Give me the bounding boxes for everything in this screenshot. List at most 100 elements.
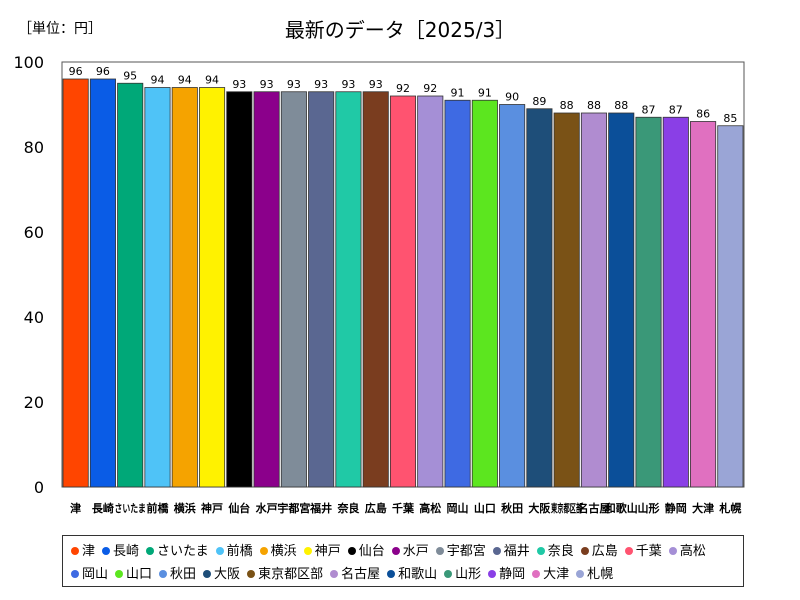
legend-label: 前橋 <box>226 544 253 559</box>
legend-marker <box>215 546 224 555</box>
legend-marker <box>102 546 111 555</box>
legend-item: 奈良 <box>536 541 574 563</box>
data-label: 96 <box>69 65 83 78</box>
legend-item: 札幌 <box>576 564 613 586</box>
legend-item: 岡山 <box>71 564 108 586</box>
legend-item: 横浜 <box>259 541 297 563</box>
bar-福井 <box>308 91 335 488</box>
data-label: 87 <box>642 103 656 116</box>
legend-label: 神戸 <box>314 544 341 559</box>
legend-item: 長崎 <box>102 541 139 563</box>
data-label: 93 <box>369 78 383 91</box>
x-tick-label: 仙台 <box>228 501 250 515</box>
bar-前橋 <box>144 87 171 488</box>
chart-legend: 津 長崎 さいたま 前橋 横浜 神戸 仙台 水戸 宇都宮 福井 奈良 広島 千葉 高松岡山 山口 秋田 大阪 東京… <box>62 535 744 587</box>
bar-大阪 <box>526 108 553 488</box>
legend-label: 広島 <box>591 544 618 559</box>
legend-label: 津 <box>82 544 96 559</box>
legend-marker <box>536 546 545 555</box>
x-tick-label: 山形 <box>638 501 660 515</box>
data-label: 95 <box>123 69 137 82</box>
legend-item: 福井 <box>492 541 530 563</box>
data-label: 93 <box>341 78 355 91</box>
y-tick-label: 40 <box>24 308 44 327</box>
legend-marker <box>115 569 124 578</box>
data-label: 93 <box>287 78 301 91</box>
bar-仙台 <box>226 91 253 488</box>
data-label: 85 <box>723 112 737 125</box>
bar-札幌 <box>717 125 744 488</box>
legend-marker <box>71 569 79 578</box>
bar-秋田 <box>499 104 526 488</box>
y-tick-label: 100 <box>13 53 44 72</box>
bar-さいたま <box>117 82 144 488</box>
bar-奈良 <box>335 91 362 488</box>
legend-item: 水戸 <box>391 541 429 563</box>
legend-marker <box>146 546 155 555</box>
data-label: 92 <box>396 82 410 95</box>
bar-岡山 <box>444 99 471 488</box>
x-tick-label: 名古屋 <box>577 501 610 515</box>
legend-label: 東京都区部 <box>258 567 324 582</box>
x-tick-label: 福井 <box>309 501 332 515</box>
legend-item: 静岡 <box>488 564 525 586</box>
bar-宇都宮 <box>280 91 307 488</box>
legend-marker <box>624 546 633 555</box>
data-label: 88 <box>614 99 628 112</box>
legend-label: 宇都宮 <box>446 544 486 559</box>
data-label: 90 <box>505 91 519 104</box>
data-label: 88 <box>560 99 574 112</box>
x-tick-label: 大津 <box>692 501 714 515</box>
legend-item: 千葉 <box>624 541 662 563</box>
x-tick-label: 長崎 <box>92 501 114 515</box>
legend-marker <box>303 546 312 555</box>
legend-label: 長崎 <box>113 544 140 559</box>
x-tick-label: 静岡 <box>665 501 687 515</box>
data-label: 88 <box>587 99 601 112</box>
data-label: 92 <box>423 82 437 95</box>
legend-label: 秋田 <box>170 567 197 582</box>
bar-大津 <box>690 121 717 488</box>
data-label: 94 <box>150 74 164 87</box>
bar-横浜 <box>171 87 198 488</box>
y-tick-label: 20 <box>24 393 44 412</box>
legend-item: 大阪 <box>203 564 240 586</box>
bar-高松 <box>417 95 444 488</box>
legend-item: 高松 <box>668 541 706 563</box>
legend-label: 横浜 <box>270 544 297 559</box>
x-tick-label: 水戸 <box>256 501 278 515</box>
x-tick-label: 宇都宮 <box>277 501 310 515</box>
bar-千葉 <box>389 95 417 488</box>
legend-label: 水戸 <box>402 544 429 559</box>
bar-水戸 <box>253 91 280 488</box>
x-tick-label: 東京都区部 <box>551 501 582 515</box>
y-tick-label: 0 <box>34 478 44 497</box>
data-label: 86 <box>696 108 710 121</box>
x-tick-label: 岡山 <box>447 501 469 515</box>
legend-item: 和歌山 <box>387 564 437 586</box>
bar-和歌山 <box>608 112 635 488</box>
legend-marker <box>347 546 356 555</box>
bar-神戸 <box>198 87 226 488</box>
legend-label: 福井 <box>503 544 530 559</box>
legend-item: 前橋 <box>215 541 253 563</box>
legend-item: 大津 <box>532 564 569 586</box>
legend-item: 山形 <box>444 564 481 586</box>
bar-広島 <box>362 91 389 488</box>
legend-label: 名古屋 <box>341 567 381 582</box>
legend-marker <box>247 569 256 578</box>
legend-marker <box>387 569 396 578</box>
bar-東京都区部 <box>553 112 580 488</box>
x-tick-label: 千葉 <box>392 501 415 515</box>
bar-静岡 <box>662 116 689 488</box>
y-tick-label: 80 <box>24 138 44 157</box>
legend-marker <box>159 569 168 578</box>
legend-label: 和歌山 <box>398 567 438 582</box>
legend-label: 岡山 <box>82 567 109 582</box>
bar-名古屋 <box>580 112 608 488</box>
bar-津 <box>62 78 89 488</box>
legend-label: 奈良 <box>547 544 574 559</box>
data-label: 93 <box>314 78 328 91</box>
x-tick-label: 津 <box>70 501 81 515</box>
data-label: 94 <box>178 74 192 87</box>
